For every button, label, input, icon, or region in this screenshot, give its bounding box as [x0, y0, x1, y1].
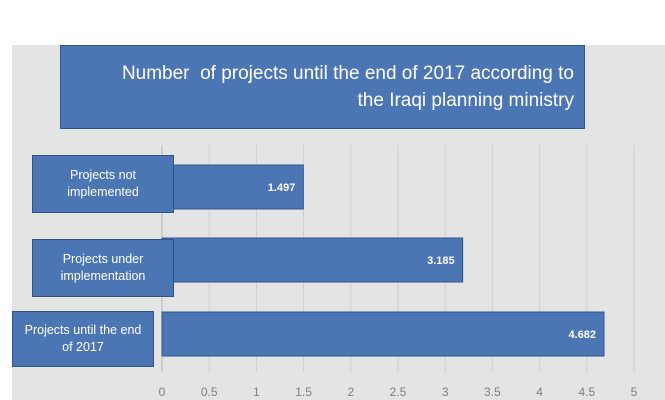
bar-value-label-2: 4.682: [568, 329, 596, 341]
bars: 1.497 3.185 4.682: [161, 164, 605, 357]
bar-value-label-1: 3.185: [427, 255, 455, 267]
category-label-until-end-2017: Projects until the end of 2017: [12, 311, 154, 367]
chart-title: Number of projects until the end of 2017…: [60, 45, 585, 129]
category-label-under-implementation: Projects under implementation: [32, 239, 174, 297]
bar-1: [161, 237, 464, 283]
x-tick-label-8: 4: [536, 385, 543, 399]
chart-title-line-1: Number of projects until the end of 2017…: [121, 63, 574, 84]
category-label-not-implemented: Projects not implemented: [32, 155, 174, 213]
bar-2: [161, 311, 605, 357]
chart-title-line-2: the Iraqi planning ministry: [357, 90, 575, 111]
x-tick-label-5: 2.5: [390, 385, 407, 399]
x-tick-label-4: 2: [347, 385, 354, 399]
x-axis-ticks: 0 0.5 1 1.5 2 2.5 3 3.5 4 4.5 5: [159, 385, 638, 399]
x-tick-label-9: 4.5: [578, 385, 595, 399]
x-tick-label-3: 1.5: [295, 385, 312, 399]
x-tick-label-1: 0.5: [201, 385, 218, 399]
x-tick-label-10: 5: [631, 385, 638, 399]
x-tick-label-6: 3: [442, 385, 449, 399]
x-tick-label-2: 1: [253, 385, 260, 399]
x-tick-label-7: 3.5: [484, 385, 501, 399]
x-tick-label-0: 0: [159, 385, 166, 399]
bar-value-label-0: 1.497: [268, 182, 296, 194]
